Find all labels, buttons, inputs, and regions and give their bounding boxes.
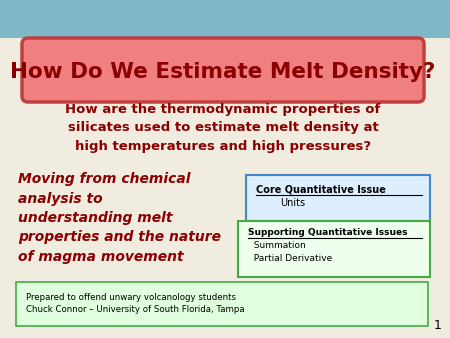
Text: Chuck Connor – University of South Florida, Tampa: Chuck Connor – University of South Flori… bbox=[26, 305, 245, 314]
FancyBboxPatch shape bbox=[0, 38, 450, 338]
FancyBboxPatch shape bbox=[246, 175, 430, 221]
FancyBboxPatch shape bbox=[22, 38, 424, 102]
Text: Prepared to offend unwary volcanology students: Prepared to offend unwary volcanology st… bbox=[26, 293, 236, 302]
FancyBboxPatch shape bbox=[16, 282, 428, 326]
Text: Supporting Quantitative Issues: Supporting Quantitative Issues bbox=[248, 228, 408, 237]
Text: Summation
  Partial Derivative: Summation Partial Derivative bbox=[248, 241, 332, 263]
Text: Moving from chemical
analysis to
understanding melt
properties and the nature
of: Moving from chemical analysis to underst… bbox=[18, 172, 221, 264]
Text: How Do We Estimate Melt Density?: How Do We Estimate Melt Density? bbox=[10, 62, 436, 82]
Text: Units: Units bbox=[280, 198, 305, 208]
Text: How are the thermodynamic properties of
silicates used to estimate melt density : How are the thermodynamic properties of … bbox=[65, 103, 381, 153]
FancyBboxPatch shape bbox=[0, 0, 450, 38]
Text: 1: 1 bbox=[434, 319, 442, 332]
Text: Core Quantitative Issue: Core Quantitative Issue bbox=[256, 184, 386, 194]
FancyBboxPatch shape bbox=[238, 221, 430, 277]
